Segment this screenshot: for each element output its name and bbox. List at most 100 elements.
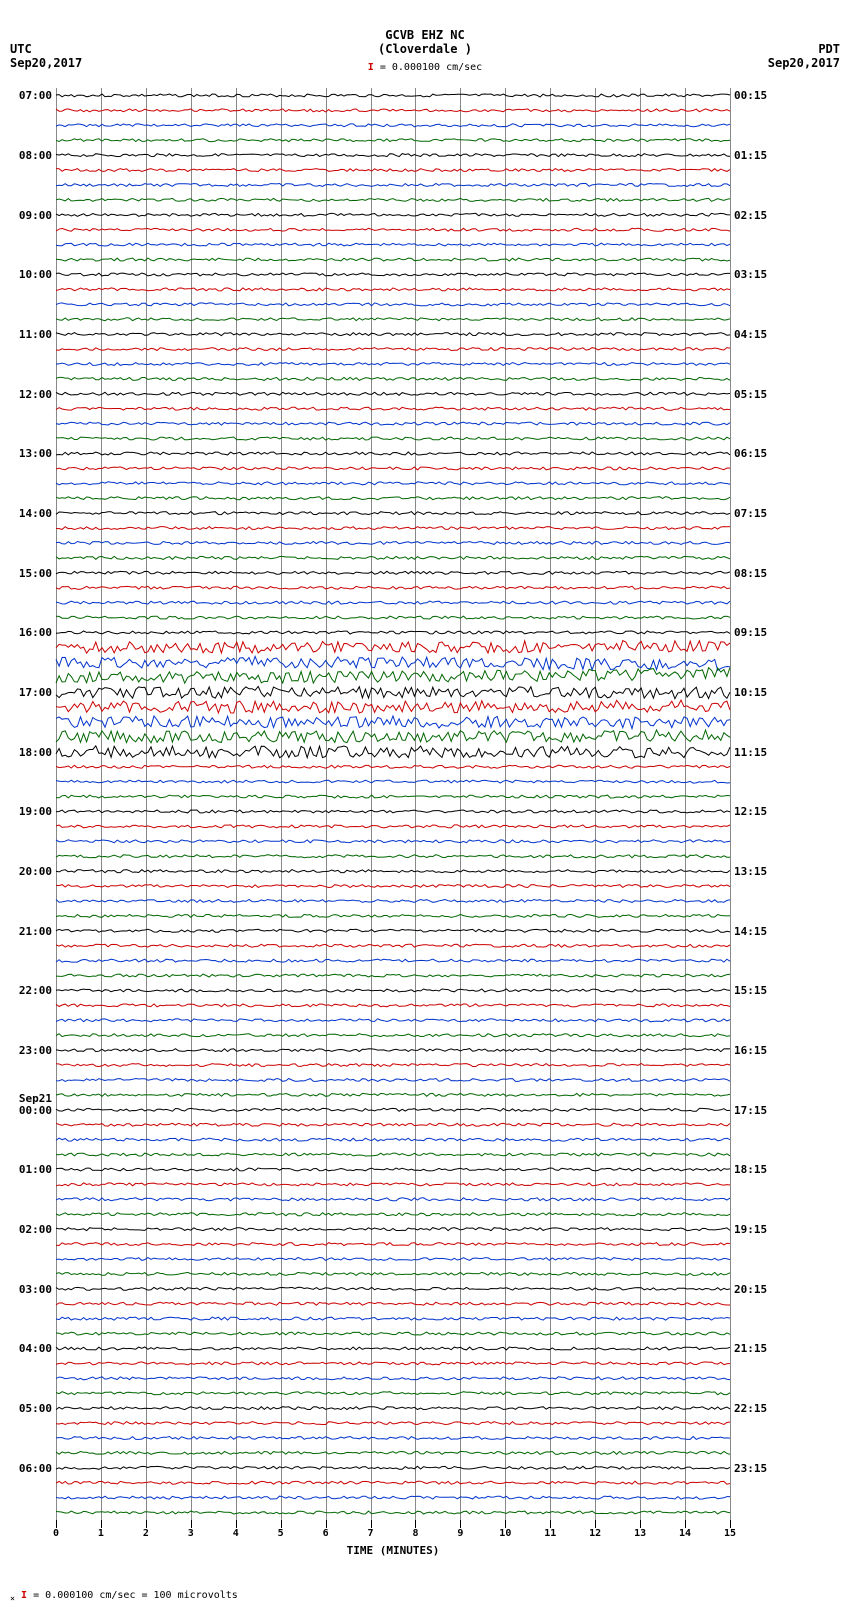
trace-line xyxy=(56,88,730,1520)
trace-line xyxy=(56,88,730,1520)
trace-line xyxy=(56,88,730,1520)
trace-line xyxy=(56,88,730,1520)
trace-line xyxy=(56,88,730,1520)
y-label-left: 10:00 xyxy=(19,268,52,281)
trace-line xyxy=(56,88,730,1520)
trace-line xyxy=(56,88,730,1520)
y-label-right: 10:15 xyxy=(734,686,767,699)
trace-line xyxy=(56,88,730,1520)
trace-line xyxy=(56,88,730,1520)
trace-line xyxy=(56,88,730,1520)
trace-line xyxy=(56,88,730,1520)
y-label-left: 06:00 xyxy=(19,1462,52,1475)
trace-line xyxy=(56,88,730,1520)
trace-line xyxy=(56,88,730,1520)
y-label-left: 04:00 xyxy=(19,1342,52,1355)
y-label-left: 22:00 xyxy=(19,984,52,997)
trace-line xyxy=(56,88,730,1520)
trace-line xyxy=(56,88,730,1520)
trace-line xyxy=(56,88,730,1520)
grid-line xyxy=(191,88,192,1520)
station-code: GCVB EHZ NC xyxy=(0,28,850,42)
trace-line xyxy=(56,88,730,1520)
y-label-right: 23:15 xyxy=(734,1462,767,1475)
trace-line xyxy=(56,88,730,1520)
x-tick-label: 6 xyxy=(323,1528,329,1539)
trace-line xyxy=(56,88,730,1520)
x-tick-label: 9 xyxy=(457,1528,463,1539)
y-label-left: 15:00 xyxy=(19,567,52,580)
trace-line xyxy=(56,88,730,1520)
trace-line xyxy=(56,88,730,1520)
x-tick-label: 8 xyxy=(412,1528,418,1539)
seismogram-container: GCVB EHZ NC (Cloverdale ) I = 0.000100 c… xyxy=(0,0,850,1613)
trace-line xyxy=(56,88,730,1520)
trace-line xyxy=(56,88,730,1520)
trace-line xyxy=(56,88,730,1520)
y-label-left: 16:00 xyxy=(19,626,52,639)
grid-line xyxy=(371,88,372,1520)
trace-line xyxy=(56,88,730,1520)
x-tick-label: 13 xyxy=(634,1528,646,1539)
x-tick xyxy=(281,1520,282,1528)
trace-line xyxy=(56,88,730,1520)
y-label-right: 18:15 xyxy=(734,1163,767,1176)
y-label-right: 05:15 xyxy=(734,388,767,401)
y-label-right: 11:15 xyxy=(734,746,767,759)
grid-line xyxy=(101,88,102,1520)
x-tick-label: 5 xyxy=(278,1528,284,1539)
trace-line xyxy=(56,88,730,1520)
trace-line xyxy=(56,88,730,1520)
grid-line xyxy=(730,88,731,1520)
trace-line xyxy=(56,88,730,1520)
grid-line xyxy=(415,88,416,1520)
timezone-left: UTC xyxy=(10,42,32,56)
x-tick xyxy=(595,1520,596,1528)
y-label-left: 21:00 xyxy=(19,925,52,938)
trace-line xyxy=(56,88,730,1520)
trace-line xyxy=(56,88,730,1520)
y-label-left: 03:00 xyxy=(19,1283,52,1296)
trace-line xyxy=(56,88,730,1520)
y-label-left: 00:00 xyxy=(19,1104,52,1117)
y-label-right: 16:15 xyxy=(734,1044,767,1057)
trace-line xyxy=(56,88,730,1520)
x-tick-label: 4 xyxy=(233,1528,239,1539)
trace-line xyxy=(56,88,730,1520)
date-right: Sep20,2017 xyxy=(768,56,840,70)
trace-line xyxy=(56,88,730,1520)
y-label-left: 14:00 xyxy=(19,507,52,520)
x-axis-label: TIME (MINUTES) xyxy=(56,1544,730,1557)
y-label-right: 22:15 xyxy=(734,1402,767,1415)
grid-line xyxy=(640,88,641,1520)
y-label-right: 03:15 xyxy=(734,268,767,281)
grid-line xyxy=(460,88,461,1520)
trace-line xyxy=(56,88,730,1520)
trace-line xyxy=(56,88,730,1520)
trace-line xyxy=(56,88,730,1520)
x-tick xyxy=(685,1520,686,1528)
trace-line xyxy=(56,88,730,1520)
y-label-right: 08:15 xyxy=(734,567,767,580)
grid-line xyxy=(236,88,237,1520)
y-label-right: 06:15 xyxy=(734,447,767,460)
trace-line xyxy=(56,88,730,1520)
trace-line xyxy=(56,88,730,1520)
y-label-right: 13:15 xyxy=(734,865,767,878)
trace-line xyxy=(56,88,730,1520)
trace-line xyxy=(56,88,730,1520)
trace-line xyxy=(56,88,730,1520)
trace-line xyxy=(56,88,730,1520)
trace-line xyxy=(56,88,730,1520)
trace-line xyxy=(56,88,730,1520)
daybreak-label: Sep21 xyxy=(19,1092,52,1105)
y-label-right: 01:15 xyxy=(734,149,767,162)
trace-line xyxy=(56,88,730,1520)
y-label-left: 09:00 xyxy=(19,209,52,222)
y-label-left: 20:00 xyxy=(19,865,52,878)
y-label-right: 00:15 xyxy=(734,89,767,102)
x-tick xyxy=(730,1520,731,1528)
x-tick xyxy=(236,1520,237,1528)
timezone-right: PDT xyxy=(818,42,840,56)
trace-line xyxy=(56,88,730,1520)
